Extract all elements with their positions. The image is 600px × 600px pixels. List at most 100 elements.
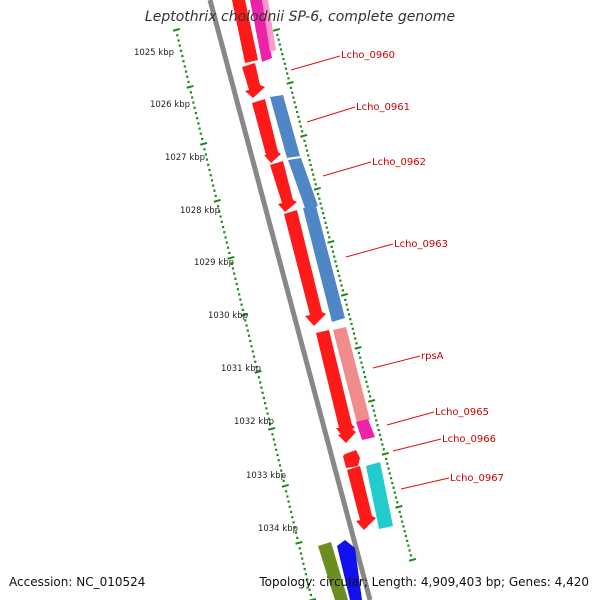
label-leader-line: [372, 355, 421, 369]
feature-rpsA[interactable]: [333, 327, 370, 423]
scale-tick: [277, 38, 280, 41]
scale-label: 1030 kbp: [208, 311, 248, 321]
scale-tick: [399, 515, 403, 518]
scale-tick: [176, 34, 179, 37]
scale-tick: [289, 86, 292, 89]
gene-0962[interactable]: [270, 161, 297, 212]
scale-tick: [249, 339, 252, 343]
scale-tick: [254, 360, 257, 363]
scale-tick: [339, 279, 342, 282]
gene-0963[interactable]: [284, 210, 326, 326]
label-leader-line: [306, 106, 356, 123]
scale-tick: [409, 554, 412, 557]
feature-top-magenta[interactable]: [250, 0, 272, 62]
gene-0960[interactable]: [242, 63, 265, 98]
scale-tick: [295, 540, 303, 545]
scale-tick: [303, 139, 306, 142]
scale-tick: [287, 77, 290, 80]
gene-label-lcho-0967[interactable]: Lcho_0967: [450, 473, 504, 484]
feature-top-pink[interactable]: [262, 0, 276, 52]
scale-tick: [385, 457, 388, 460]
scale-tick: [267, 417, 270, 420]
gene-label-lcho-0963[interactable]: Lcho_0963: [394, 239, 448, 250]
feature-0962[interactable]: [288, 158, 318, 208]
gene-label-lcho-0961[interactable]: Lcho_0961: [356, 102, 410, 113]
scale-tick: [359, 356, 362, 359]
scale-tick: [245, 324, 248, 327]
scale-tick: [252, 355, 256, 358]
scale-tick: [366, 385, 369, 388]
scale-tick: [346, 308, 349, 311]
scale-tick: [235, 282, 238, 286]
scale-label: 1026 kbp: [150, 100, 190, 110]
scale-label: 1027 kbp: [165, 153, 205, 163]
scale-tick: [184, 70, 188, 73]
feature-0967[interactable]: [366, 462, 393, 529]
scale-tick: [293, 101, 296, 104]
gene-0967[interactable]: [347, 466, 376, 530]
scale-tick: [377, 428, 380, 432]
gene-bottom-blue[interactable]: [337, 540, 362, 600]
scale-tick: [194, 111, 197, 115]
gene-label-lcho-0966[interactable]: Lcho_0966: [442, 434, 496, 445]
scale-tick: [286, 72, 289, 75]
scale-tick: [291, 516, 294, 519]
scale-tick: [318, 197, 321, 200]
scale-tick: [282, 57, 285, 61]
gene-0961[interactable]: [252, 99, 281, 163]
scale-tick: [372, 409, 375, 412]
scale-tick: [294, 106, 297, 109]
scale-tick: [360, 361, 363, 364]
scale-tick: [192, 101, 195, 104]
gene-top[interactable]: [232, 0, 258, 63]
scale-tick: [313, 186, 321, 191]
scale-tick: [333, 255, 336, 258]
scale-tick: [340, 292, 349, 297]
scale-tick: [291, 91, 294, 94]
scale-tick: [247, 334, 251, 337]
gene-0965[interactable]: [338, 425, 356, 443]
scale-tick: [239, 298, 242, 301]
scale-tick: [338, 274, 341, 277]
scale-tick: [257, 376, 260, 379]
scale-tick: [320, 207, 323, 210]
scale-tick: [189, 91, 192, 94]
scale-tick: [285, 490, 288, 493]
gene-label-lcho-0965[interactable]: Lcho_0965: [435, 407, 489, 418]
feature-0965[interactable]: [356, 419, 375, 440]
scale-tick: [268, 426, 276, 431]
scale-tick: [301, 130, 304, 133]
scale-tick: [288, 505, 291, 508]
scale-tick: [403, 530, 406, 533]
scale-tick: [191, 96, 194, 99]
scale-tick: [236, 288, 239, 291]
scale-tick: [364, 375, 367, 379]
scale-tick: [277, 459, 280, 462]
gene-0966[interactable]: [343, 450, 360, 468]
scale-tick: [201, 137, 204, 140]
scale-tick: [226, 246, 230, 249]
gene-label-rpsA[interactable]: rpsA: [421, 351, 444, 362]
feature-0961[interactable]: [270, 95, 300, 158]
scale-tick: [213, 198, 221, 203]
gene-bottom-green[interactable]: [318, 542, 348, 600]
scale-tick: [283, 62, 286, 65]
gene-rpsA[interactable]: [316, 330, 355, 437]
feature-0963[interactable]: [303, 206, 345, 322]
scale-tick: [309, 163, 312, 167]
scale-tick: [186, 84, 194, 89]
scale-tick: [309, 593, 312, 596]
scale-tick: [305, 149, 309, 152]
scale-tick: [306, 578, 309, 581]
scale-tick: [351, 327, 354, 330]
gene-label-lcho-0960[interactable]: Lcho_0960: [341, 50, 395, 61]
scale-tick: [264, 402, 267, 405]
scale-tick: [382, 448, 385, 451]
scale-tick: [335, 265, 338, 268]
scale-label: 1025 kbp: [134, 48, 174, 58]
gene-label-lcho-0962[interactable]: Lcho_0962: [372, 157, 426, 168]
scale-tick: [304, 573, 307, 576]
label-leader-line: [345, 243, 394, 258]
scale-tick: [381, 443, 384, 446]
label-leader-line: [322, 161, 372, 177]
